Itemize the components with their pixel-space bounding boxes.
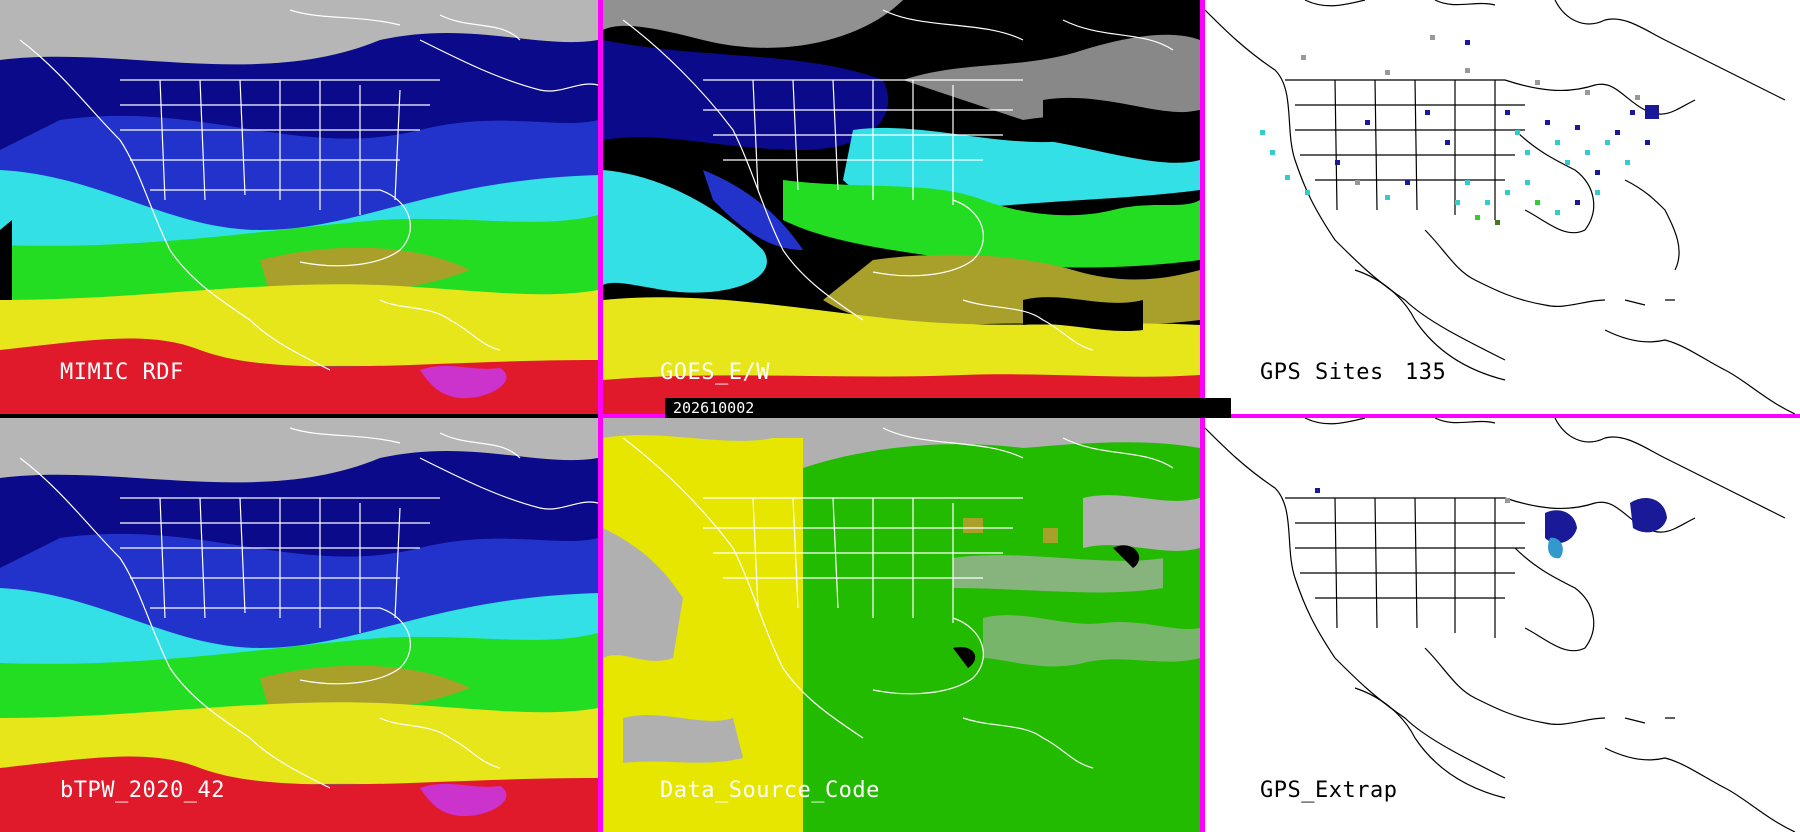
divider-vertical-left (598, 0, 603, 832)
mimic-tpw-map (0, 0, 598, 414)
btpw-tpw-map (0, 418, 598, 832)
panel-label-gps-sites: GPS Sites (1260, 360, 1384, 385)
gps-sites-count: 135 (1405, 360, 1447, 385)
goes-tpw-map (603, 0, 1200, 414)
panel-btpw: bTPW_2020_42 (0, 418, 598, 832)
panel-label-data-source-code: Data_Source_Code (660, 778, 880, 803)
panel-label-goes: GOES_E/W (660, 360, 770, 385)
panel-goes: GOES_E/W (603, 0, 1200, 414)
panel-gps-sites: GPS Sites 135 (1205, 0, 1800, 414)
panel-gps-extrap: GPS_Extrap (1205, 418, 1800, 832)
gps-extrap-map (1205, 418, 1800, 832)
panel-data-source-code: Data_Source_Code (603, 418, 1200, 832)
gps-sites-map (1205, 0, 1800, 414)
panel-label-mimic: MIMIC RDF (60, 360, 184, 385)
gps-site-markers (1260, 35, 1659, 225)
panel-mimic-rdf: MIMIC RDF (0, 0, 598, 414)
timestamp-bar: 202610002 (665, 398, 1231, 418)
data-source-code-map (603, 418, 1200, 832)
panel-label-gps-extrap: GPS_Extrap (1260, 778, 1398, 803)
panel-label-btpw: bTPW_2020_42 (60, 778, 225, 803)
